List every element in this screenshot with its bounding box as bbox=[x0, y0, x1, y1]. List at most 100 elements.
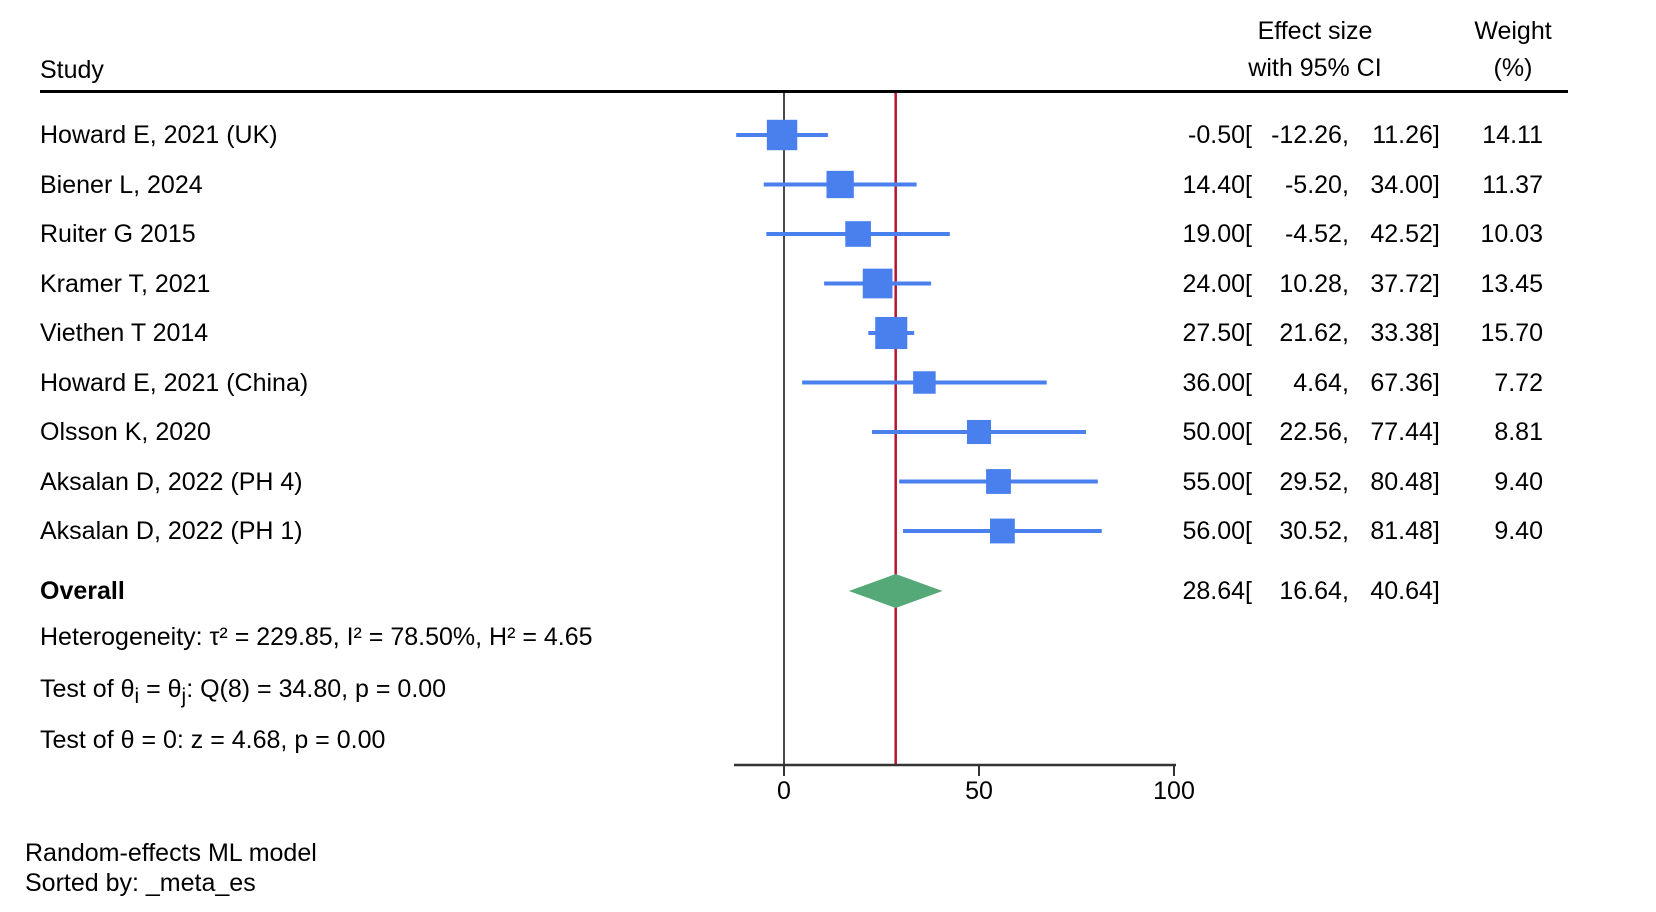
overall-ci-upper: 40.64 bbox=[1370, 577, 1433, 605]
effect-square bbox=[986, 469, 1011, 494]
test-theta-part3: : Q(8) = 34.80, p = 0.00 bbox=[186, 675, 447, 703]
study-ci-upper: 11.26 bbox=[1372, 121, 1433, 149]
study-ci-lower: -5.20 bbox=[1284, 170, 1342, 199]
effect-size-value: 50.00[22.56, 77.44] bbox=[1165, 417, 1440, 447]
ci-comma: , bbox=[1341, 467, 1349, 496]
study-estimate: 14.40 bbox=[1182, 170, 1245, 199]
effect-header-line1: Effect size bbox=[1257, 17, 1373, 45]
effect-size-value: 27.50[21.62, 33.38] bbox=[1165, 318, 1440, 348]
ci-open-bracket: [ bbox=[1245, 319, 1252, 347]
weight-value: 9.40 bbox=[1494, 517, 1543, 545]
x-axis-tick-label: 100 bbox=[1153, 777, 1195, 805]
ci-close-bracket: ] bbox=[1432, 220, 1440, 248]
test-theta-zero: Test of θ = 0: z = 4.68, p = 0.00 bbox=[40, 726, 386, 754]
effect-header-line2: with 95% CI bbox=[1248, 54, 1382, 82]
ci-comma: , bbox=[1341, 368, 1349, 397]
weight-value: 11.37 bbox=[1482, 170, 1543, 199]
study-estimate: 56.00 bbox=[1182, 517, 1245, 545]
ci-open-bracket: [ bbox=[1245, 170, 1252, 199]
weight-value: 13.45 bbox=[1480, 269, 1543, 298]
study-label: Kramer T, 2021 bbox=[40, 269, 211, 298]
study-ci-lower: -12.26 bbox=[1271, 121, 1342, 149]
effect-size-value: 36.00[4.64, 67.36] bbox=[1165, 368, 1440, 398]
effect-size-value: -0.50[-12.26, 11.26] bbox=[1165, 120, 1440, 150]
ci-open-bracket: [ bbox=[1245, 418, 1252, 446]
ci-comma: , bbox=[1341, 418, 1349, 446]
study-ci-upper: 67.36 bbox=[1370, 368, 1433, 397]
study-ci-upper: 37.72 bbox=[1370, 269, 1433, 298]
effect-square bbox=[826, 170, 854, 199]
test-theta-equality: Test of θi = θj: Q(8) = 34.80, p = 0.00 bbox=[40, 674, 446, 712]
column-header-effect-size: Effect size with 95% CI bbox=[1170, 13, 1460, 87]
effect-square bbox=[862, 268, 893, 299]
test-theta-sub-i: i bbox=[134, 685, 140, 708]
ci-close-bracket: ] bbox=[1432, 517, 1440, 545]
ci-open-bracket: [ bbox=[1245, 220, 1252, 248]
ci-comma: , bbox=[1341, 170, 1349, 199]
effect-size-value: 14.40[-5.20, 34.00] bbox=[1165, 170, 1440, 200]
overall-diamond bbox=[848, 574, 943, 608]
overall-estimate: 28.64 bbox=[1182, 577, 1245, 605]
study-label: Aksalan D, 2022 (PH 1) bbox=[40, 517, 303, 545]
effect-square bbox=[913, 371, 936, 394]
ci-open-bracket: [ bbox=[1245, 517, 1252, 545]
study-ci-lower: -4.52 bbox=[1284, 220, 1342, 248]
study-label: Howard E, 2021 (UK) bbox=[40, 121, 278, 149]
weight-value: 15.70 bbox=[1480, 319, 1543, 347]
heterogeneity-stats: Heterogeneity: τ² = 229.85, I² = 78.50%,… bbox=[40, 623, 593, 651]
column-header-weight: Weight (%) bbox=[1458, 13, 1568, 87]
overall-effect-value: 28.64 [ 16.64 , 40.64 ] bbox=[1165, 576, 1440, 606]
ci-close-bracket: ] bbox=[1432, 121, 1440, 149]
study-ci-upper: 77.44 bbox=[1370, 418, 1433, 446]
column-header-study: Study bbox=[40, 56, 104, 84]
effect-square bbox=[845, 221, 871, 247]
ci-comma: , bbox=[1341, 220, 1349, 248]
weight-header-line1: Weight bbox=[1474, 17, 1552, 45]
study-ci-upper: 81.48 bbox=[1370, 517, 1433, 545]
study-estimate: 24.00 bbox=[1182, 269, 1245, 298]
ci-open-bracket: [ bbox=[1245, 467, 1252, 496]
study-label: Viethen T 2014 bbox=[40, 319, 209, 347]
ci-close-bracket: ] bbox=[1432, 269, 1440, 298]
study-label: Biener L, 2024 bbox=[40, 170, 203, 199]
study-ci-lower: 4.64 bbox=[1293, 368, 1342, 397]
ci-comma: , bbox=[1341, 577, 1349, 605]
ci-comma: , bbox=[1341, 319, 1349, 347]
ci-open-bracket: [ bbox=[1245, 368, 1252, 397]
x-axis-tick-label: 0 bbox=[777, 777, 791, 805]
study-label: Aksalan D, 2022 (PH 4) bbox=[40, 467, 303, 496]
header-rule bbox=[40, 90, 1568, 93]
study-ci-lower: 29.52 bbox=[1279, 467, 1342, 496]
ci-close-bracket: ] bbox=[1432, 418, 1440, 446]
study-estimate: 50.00 bbox=[1182, 418, 1245, 446]
study-ci-upper: 33.38 bbox=[1370, 319, 1433, 347]
overall-label: Overall bbox=[40, 577, 125, 605]
test-theta-part1: Test of θ bbox=[40, 675, 135, 703]
effect-size-value: 56.00[30.52, 81.48] bbox=[1165, 516, 1440, 546]
weight-value: 7.72 bbox=[1494, 368, 1543, 397]
ci-open-bracket: [ bbox=[1245, 121, 1252, 149]
effect-size-value: 55.00[29.52, 80.48] bbox=[1165, 467, 1439, 497]
study-estimate: 27.50 bbox=[1182, 319, 1245, 347]
weight-header-line2: (%) bbox=[1493, 54, 1533, 82]
overall-ci-lower: 16.64 bbox=[1279, 577, 1342, 605]
ci-comma: , bbox=[1341, 517, 1349, 545]
study-ci-lower: 30.52 bbox=[1279, 517, 1342, 545]
study-label: Olsson K, 2020 bbox=[40, 418, 211, 446]
effect-square bbox=[989, 518, 1015, 544]
sort-note: Sorted by: _meta_es bbox=[25, 869, 256, 897]
study-label: Howard E, 2021 (China) bbox=[40, 368, 309, 397]
effect-square bbox=[966, 419, 992, 445]
study-ci-upper: 42.52 bbox=[1370, 220, 1433, 248]
ci-comma: , bbox=[1341, 269, 1349, 298]
ci-open-bracket: [ bbox=[1245, 269, 1252, 298]
ci-close-bracket: ] bbox=[1432, 170, 1440, 199]
weight-value: 8.81 bbox=[1494, 418, 1543, 446]
effect-size-value: 19.00[-4.52, 42.52] bbox=[1165, 219, 1440, 249]
ci-close-bracket: ] bbox=[1432, 577, 1440, 605]
study-ci-upper: 80.48 bbox=[1370, 467, 1433, 496]
ci-close-bracket: ] bbox=[1432, 368, 1440, 397]
weight-value: 14.11 bbox=[1482, 121, 1543, 149]
ci-close-bracket: ] bbox=[1432, 319, 1440, 347]
